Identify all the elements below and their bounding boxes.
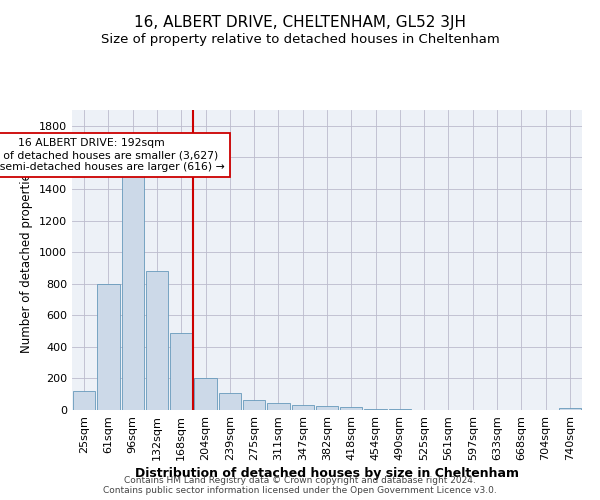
Bar: [194, 378, 217, 410]
Bar: [243, 400, 265, 410]
Bar: [316, 406, 338, 410]
Bar: [292, 405, 314, 410]
X-axis label: Distribution of detached houses by size in Cheltenham: Distribution of detached houses by size …: [135, 467, 519, 480]
Text: Size of property relative to detached houses in Cheltenham: Size of property relative to detached ho…: [101, 32, 499, 46]
Bar: [364, 409, 387, 410]
Bar: [97, 284, 119, 410]
Text: 16 ALBERT DRIVE: 192sqm
← 85% of detached houses are smaller (3,627)
14% of semi: 16 ALBERT DRIVE: 192sqm ← 85% of detache…: [0, 138, 224, 172]
Bar: [170, 332, 193, 410]
Bar: [218, 394, 241, 410]
Bar: [122, 176, 144, 410]
Text: Contains HM Land Registry data © Crown copyright and database right 2024.
Contai: Contains HM Land Registry data © Crown c…: [103, 476, 497, 495]
Bar: [146, 271, 168, 410]
Bar: [340, 407, 362, 410]
Bar: [267, 403, 290, 410]
Text: 16, ALBERT DRIVE, CHELTENHAM, GL52 3JH: 16, ALBERT DRIVE, CHELTENHAM, GL52 3JH: [134, 15, 466, 30]
Bar: [559, 408, 581, 410]
Y-axis label: Number of detached properties: Number of detached properties: [20, 167, 34, 353]
Bar: [73, 391, 95, 410]
